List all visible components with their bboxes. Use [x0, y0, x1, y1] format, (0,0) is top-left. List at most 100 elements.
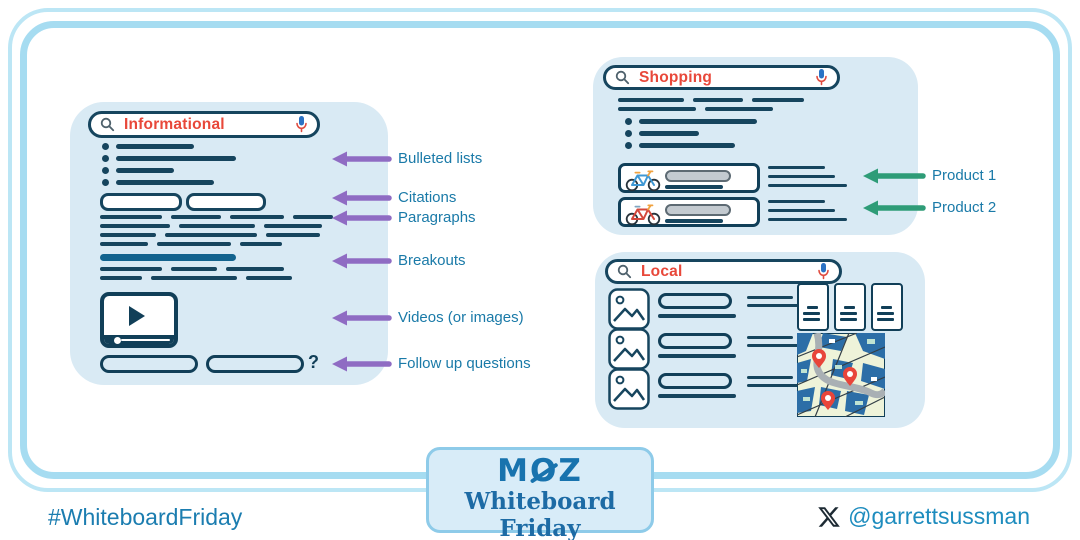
citation-chip [186, 193, 266, 211]
video-player [100, 292, 178, 348]
placeholder-line [768, 166, 825, 169]
product-card-1 [618, 163, 760, 193]
progress-handle [114, 336, 121, 344]
placeholder-line [768, 218, 847, 221]
placeholder-line [768, 175, 835, 178]
microphone-icon [815, 68, 828, 87]
arrow-left-icon [330, 356, 392, 372]
video-progress-bar [104, 335, 174, 344]
progress-track [121, 338, 170, 341]
image-placeholder-icon [608, 288, 650, 330]
arrow-left-icon [330, 253, 392, 269]
follow-up-question-pill [100, 355, 198, 373]
document-cards [797, 283, 903, 331]
paragraph-skeleton-row [100, 267, 284, 271]
bulleted-list-row [102, 155, 236, 162]
image-placeholder-icon [608, 368, 650, 410]
placeholder-line [747, 336, 793, 339]
microphone-icon [295, 115, 308, 134]
search-query: Informational [124, 115, 225, 133]
follow-up-question-pill [206, 355, 304, 373]
moz-whiteboard-friday-logo: MOZ Whiteboard Friday [426, 447, 654, 540]
annotation-paragraphs: Paragraphs [398, 209, 476, 226]
shopping-serp-panel: Shopping [593, 57, 918, 235]
arrow-left-icon [860, 168, 926, 184]
listing-title-pill [658, 293, 732, 309]
document-card [871, 283, 903, 331]
microphone-icon [817, 262, 830, 281]
document-card [834, 283, 866, 331]
question-mark: ? [308, 352, 319, 372]
paragraph-skeleton-row [100, 233, 320, 237]
bicycle-icon [625, 201, 661, 226]
placeholder-line [747, 376, 793, 379]
placeholder-line [658, 394, 736, 398]
citation-chip [100, 193, 182, 211]
placeholder-line [658, 354, 736, 358]
annotation-bulleted-lists: Bulleted lists [398, 150, 483, 167]
hashtag-whiteboard-friday: #WhiteboardFriday [48, 504, 243, 530]
bulleted-list-row [625, 130, 699, 137]
map-icon [796, 331, 888, 418]
search-query: Shopping [639, 68, 713, 86]
annotation-product-1: Product 1 [932, 167, 997, 184]
paragraph-skeleton-row [618, 98, 804, 102]
annotation-videos: Videos (or images) [398, 309, 524, 326]
handle-text: @garrettsussman [848, 503, 1030, 529]
listing-title-pill [658, 333, 732, 349]
search-icon [615, 70, 630, 85]
play-icon [129, 306, 145, 326]
bulleted-list-row [102, 143, 194, 150]
annotation-breakouts: Breakouts [398, 252, 466, 269]
arrow-left-icon [860, 200, 926, 216]
placeholder-line [665, 185, 723, 189]
bulleted-list-row [625, 118, 757, 125]
paragraph-skeleton-row [100, 276, 292, 280]
placeholder-line [768, 184, 847, 187]
informational-serp-panel: Informational ? [70, 102, 388, 385]
placeholder-line [658, 314, 736, 318]
arrow-left-icon [330, 190, 392, 206]
paragraph-skeleton-row [618, 107, 773, 111]
show-title: Whiteboard Friday [464, 488, 616, 540]
placeholder-line [747, 344, 801, 347]
bulleted-list-row [102, 179, 214, 186]
local-search-bar: Local [605, 259, 842, 284]
social-handle: @garrettsussman [817, 503, 1030, 530]
bulleted-list-row [625, 142, 735, 149]
search-icon [100, 117, 115, 132]
placeholder-line [768, 200, 825, 203]
product-card-2 [618, 197, 760, 227]
breakout-highlight-line [100, 254, 236, 261]
arrow-left-icon [330, 151, 392, 167]
placeholder-line [747, 304, 801, 307]
annotation-follow-up-questions: Follow up questions [398, 355, 531, 372]
local-serp-panel: Local [595, 252, 925, 428]
bulleted-list-row [102, 167, 174, 174]
search-icon [617, 264, 632, 279]
paragraph-skeleton-row [100, 242, 282, 246]
image-placeholder-icon [608, 328, 650, 370]
placeholder-line [747, 296, 793, 299]
paragraph-skeleton-row [100, 224, 322, 228]
bicycle-icon [625, 167, 661, 192]
paragraph-skeleton-row [100, 215, 333, 219]
product-title-pill [665, 170, 731, 182]
arrow-left-icon [330, 310, 392, 326]
search-query: Local [641, 262, 683, 280]
placeholder-line [665, 219, 723, 223]
product-title-pill [665, 204, 731, 216]
listing-title-pill [658, 373, 732, 389]
placeholder-line [768, 209, 835, 212]
shopping-search-bar: Shopping [603, 65, 840, 90]
informational-search-bar: Informational [88, 111, 320, 138]
placeholder-line [747, 384, 801, 387]
arrow-left-icon [330, 210, 392, 226]
annotation-product-2: Product 2 [932, 199, 997, 216]
map-pin-icon [812, 349, 857, 410]
x-logo-icon [817, 505, 841, 529]
document-card [797, 283, 829, 331]
annotation-citations: Citations [398, 189, 457, 206]
moz-logo: MOZ [497, 453, 583, 489]
